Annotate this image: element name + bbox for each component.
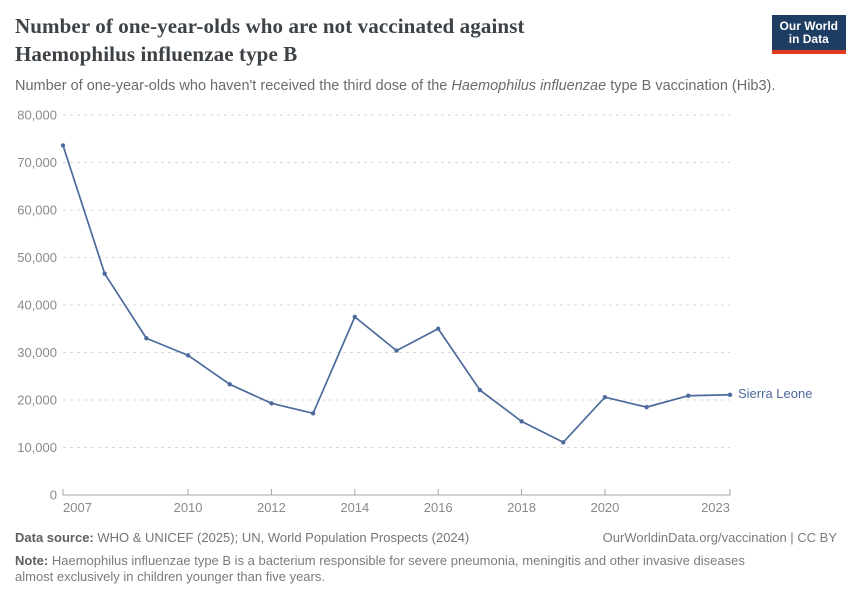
subtitle-text-pre: Number of one-year-olds who haven't rece…	[15, 78, 452, 94]
data-point	[352, 314, 358, 320]
y-axis-tick-label: 80,000	[17, 108, 57, 123]
data-point	[727, 392, 733, 397]
data-source: Data source: WHO & UNICEF (2025); UN, Wo…	[15, 530, 469, 545]
y-axis-tick-label: 10,000	[17, 440, 57, 455]
footnote-text: Haemophilus influenzae type B is a bacte…	[15, 553, 745, 584]
data-point	[686, 393, 691, 398]
data-point	[394, 348, 399, 353]
data-point	[310, 411, 316, 416]
data-point	[435, 326, 441, 331]
x-axis-line	[62, 489, 731, 496]
x-axis-tick-label: 2023	[701, 500, 730, 515]
data-point	[60, 143, 66, 148]
data-point	[102, 271, 107, 276]
data-source-text: WHO & UNICEF (2025); UN, World Populatio…	[97, 530, 470, 545]
attribution-link[interactable]: OurWorldinData.org/vaccination | CC BY	[602, 530, 837, 545]
logo-line-2: in Data	[788, 32, 829, 46]
data-point	[185, 353, 191, 358]
y-axis-tick-label: 40,000	[17, 298, 57, 313]
series-label: Sierra Leone	[738, 385, 813, 401]
x-axis-tick-label: 2012	[257, 500, 286, 515]
y-axis-tick-label: 50,000	[17, 250, 57, 265]
x-axis-tick-label: 2020	[590, 500, 619, 515]
owid-logo: Our World in Data	[771, 15, 846, 54]
logo-line-1: Our World	[779, 19, 838, 33]
footnote-label: Note:	[15, 553, 49, 568]
data-line	[62, 145, 731, 444]
subtitle-text-post: type B vaccination (Hib3).	[606, 78, 776, 94]
data-point	[519, 419, 524, 424]
chart-subtitle: Number of one-year-olds who haven't rece…	[15, 78, 835, 94]
data-point	[644, 404, 649, 410]
data-point	[602, 394, 608, 400]
x-axis-tick-label: 2014	[340, 500, 369, 515]
y-axis-tick-label: 0	[50, 488, 57, 503]
x-axis-tick-label: 2010	[174, 500, 203, 515]
data-point	[477, 387, 483, 393]
x-axis-tick-label: 2007	[63, 500, 92, 515]
subtitle-text-italic: Haemophilus influenzae	[451, 78, 607, 94]
data-point	[561, 440, 566, 445]
line-chart: 0 10,000 20,000 30,000 40,000 50,000 60,000 70,…	[17, 108, 733, 515]
data-source-label: Data source:	[15, 530, 94, 545]
x-axis-tick-label: 2018	[507, 500, 536, 515]
footer: Data source: WHO & UNICEF (2025); UN, Wo…	[15, 530, 837, 545]
y-axis-tick-label: 20,000	[17, 393, 57, 408]
data-point	[269, 401, 274, 406]
page-title: Number of one-year-olds who are not vacc…	[15, 14, 525, 66]
x-axis-tick-label: 2016	[424, 500, 453, 515]
data-point	[144, 336, 149, 341]
footnote: Note: Haemophilus influenzae type B is a…	[15, 553, 765, 584]
y-axis-tick-label: 30,000	[17, 345, 57, 360]
data-point	[227, 382, 232, 387]
y-axis-tick-label: 60,000	[17, 203, 57, 218]
y-axis-tick-label: 70,000	[17, 155, 57, 170]
